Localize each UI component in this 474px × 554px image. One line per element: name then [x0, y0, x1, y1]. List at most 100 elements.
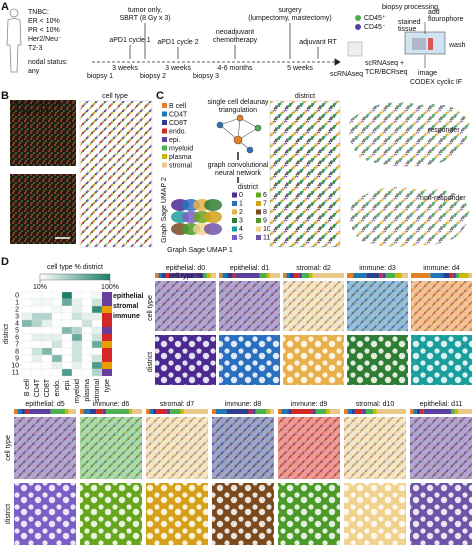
district-texture: [80, 483, 142, 545]
heat-cell: [21, 333, 33, 342]
image-header: cell type: [102, 93, 128, 100]
heat-cell: [91, 326, 103, 335]
marker-label: DAPI: [12, 101, 28, 108]
composition-segment: [226, 409, 249, 414]
composition-segment: [156, 409, 167, 414]
composition-segment: [329, 409, 340, 414]
composition-segment: [14, 409, 18, 414]
composition-segment: [266, 273, 270, 278]
heat-cell: [61, 305, 73, 314]
column-label: myeloid: [74, 379, 81, 403]
heat-cell: [41, 305, 53, 314]
legend-swatch: [232, 218, 237, 223]
district-texture: [278, 483, 340, 545]
cell-type-texture: [80, 417, 142, 479]
legend-label: 0: [239, 192, 243, 199]
marker-label: CD68: [12, 109, 30, 116]
composition-segment: [24, 409, 29, 414]
heat-cell: [51, 368, 63, 377]
legend-label: B cell: [169, 103, 187, 110]
district-image: [269, 100, 341, 248]
composition-segment: [452, 273, 456, 278]
legend-swatch: [162, 154, 167, 159]
interval: 3 weeks: [165, 65, 191, 72]
event: aPD1 cycle 1: [109, 37, 150, 44]
heat-cell: [31, 354, 43, 363]
composition-segment: [152, 409, 157, 414]
column-label: plasma: [84, 379, 91, 402]
interval: 4-6 months: [217, 65, 253, 72]
heat-cell: [61, 354, 73, 363]
stained: tissue: [398, 26, 416, 33]
heat-cell: [31, 340, 43, 349]
composition-segment: [170, 409, 181, 414]
body-icon: [6, 8, 22, 73]
group-label: non-responder: [420, 195, 466, 202]
composition-segment: [413, 409, 417, 414]
event: SBRT (8 Gy x 3): [119, 15, 170, 22]
method: graph convolutional: [208, 162, 269, 169]
graph-icon: [216, 114, 262, 183]
composition-segment: [149, 409, 153, 414]
type-cell: [102, 306, 112, 313]
composition-segment: [395, 273, 402, 278]
heat-cell: [21, 326, 33, 335]
cd45-pos: CD45⁺: [364, 15, 386, 22]
heat-cell: [71, 361, 83, 370]
legend-label: stromal: [113, 303, 138, 310]
cell-type-texture: [283, 281, 344, 331]
legend-label: CD8T: [169, 120, 188, 127]
legend-label: 5: [239, 234, 243, 241]
heat-cell: [21, 368, 33, 377]
composition-segment: [180, 409, 184, 414]
tile-subtitle: cell type %: [169, 273, 203, 280]
legend-swatch: [256, 201, 261, 206]
composition-segment: [302, 273, 310, 278]
composition-segment: [146, 409, 150, 414]
heat-cell: [71, 291, 83, 300]
heat-cell: [31, 333, 43, 342]
composition-segment: [28, 409, 51, 414]
panel-label: A: [1, 1, 9, 13]
district-texture: [344, 483, 406, 545]
heat-cell: [61, 347, 73, 356]
composition-segment: [455, 273, 460, 278]
axis-label: district: [3, 324, 10, 344]
heat-cell: [41, 347, 53, 356]
criteria: nodal status:: [28, 59, 68, 66]
composition-segment: [376, 409, 406, 414]
event: tumor only,: [128, 7, 162, 14]
composition-segment: [155, 273, 159, 278]
heat-cell: [51, 298, 63, 307]
cd45-icon: [355, 24, 361, 30]
district-texture: [146, 483, 208, 545]
district-texture: [410, 483, 472, 545]
tile-title: immune: d4: [423, 265, 460, 272]
umap-cluster: [204, 199, 222, 211]
wash: wash: [448, 42, 465, 49]
axis-label: Graph Sage UMAP 2: [161, 177, 168, 243]
heat-cell: [41, 319, 53, 328]
tile-title: epithelial: d5: [25, 401, 64, 408]
heat-cell: [41, 326, 53, 335]
composition-segment: [203, 273, 208, 278]
composition-segment: [165, 273, 169, 278]
legend-label: epithelial: [113, 293, 143, 300]
heat-cell: [51, 340, 63, 349]
heat-cell: [21, 319, 33, 328]
column-label: type: [104, 379, 111, 392]
column-label: endo.: [54, 379, 61, 397]
heat-cell: [51, 305, 63, 314]
event: chemotherapy: [213, 37, 258, 44]
colorbar-label: 100%: [101, 284, 119, 291]
composition-segment: [385, 273, 396, 278]
heat-cell: [41, 291, 53, 300]
heat-cell: [81, 340, 93, 349]
legend-label: stromal: [169, 162, 192, 169]
composition-segment: [161, 273, 166, 278]
image-header: district: [295, 93, 315, 100]
tile-title: stromal: d10: [356, 401, 395, 408]
image: image: [418, 70, 437, 77]
district-texture: [155, 335, 216, 385]
